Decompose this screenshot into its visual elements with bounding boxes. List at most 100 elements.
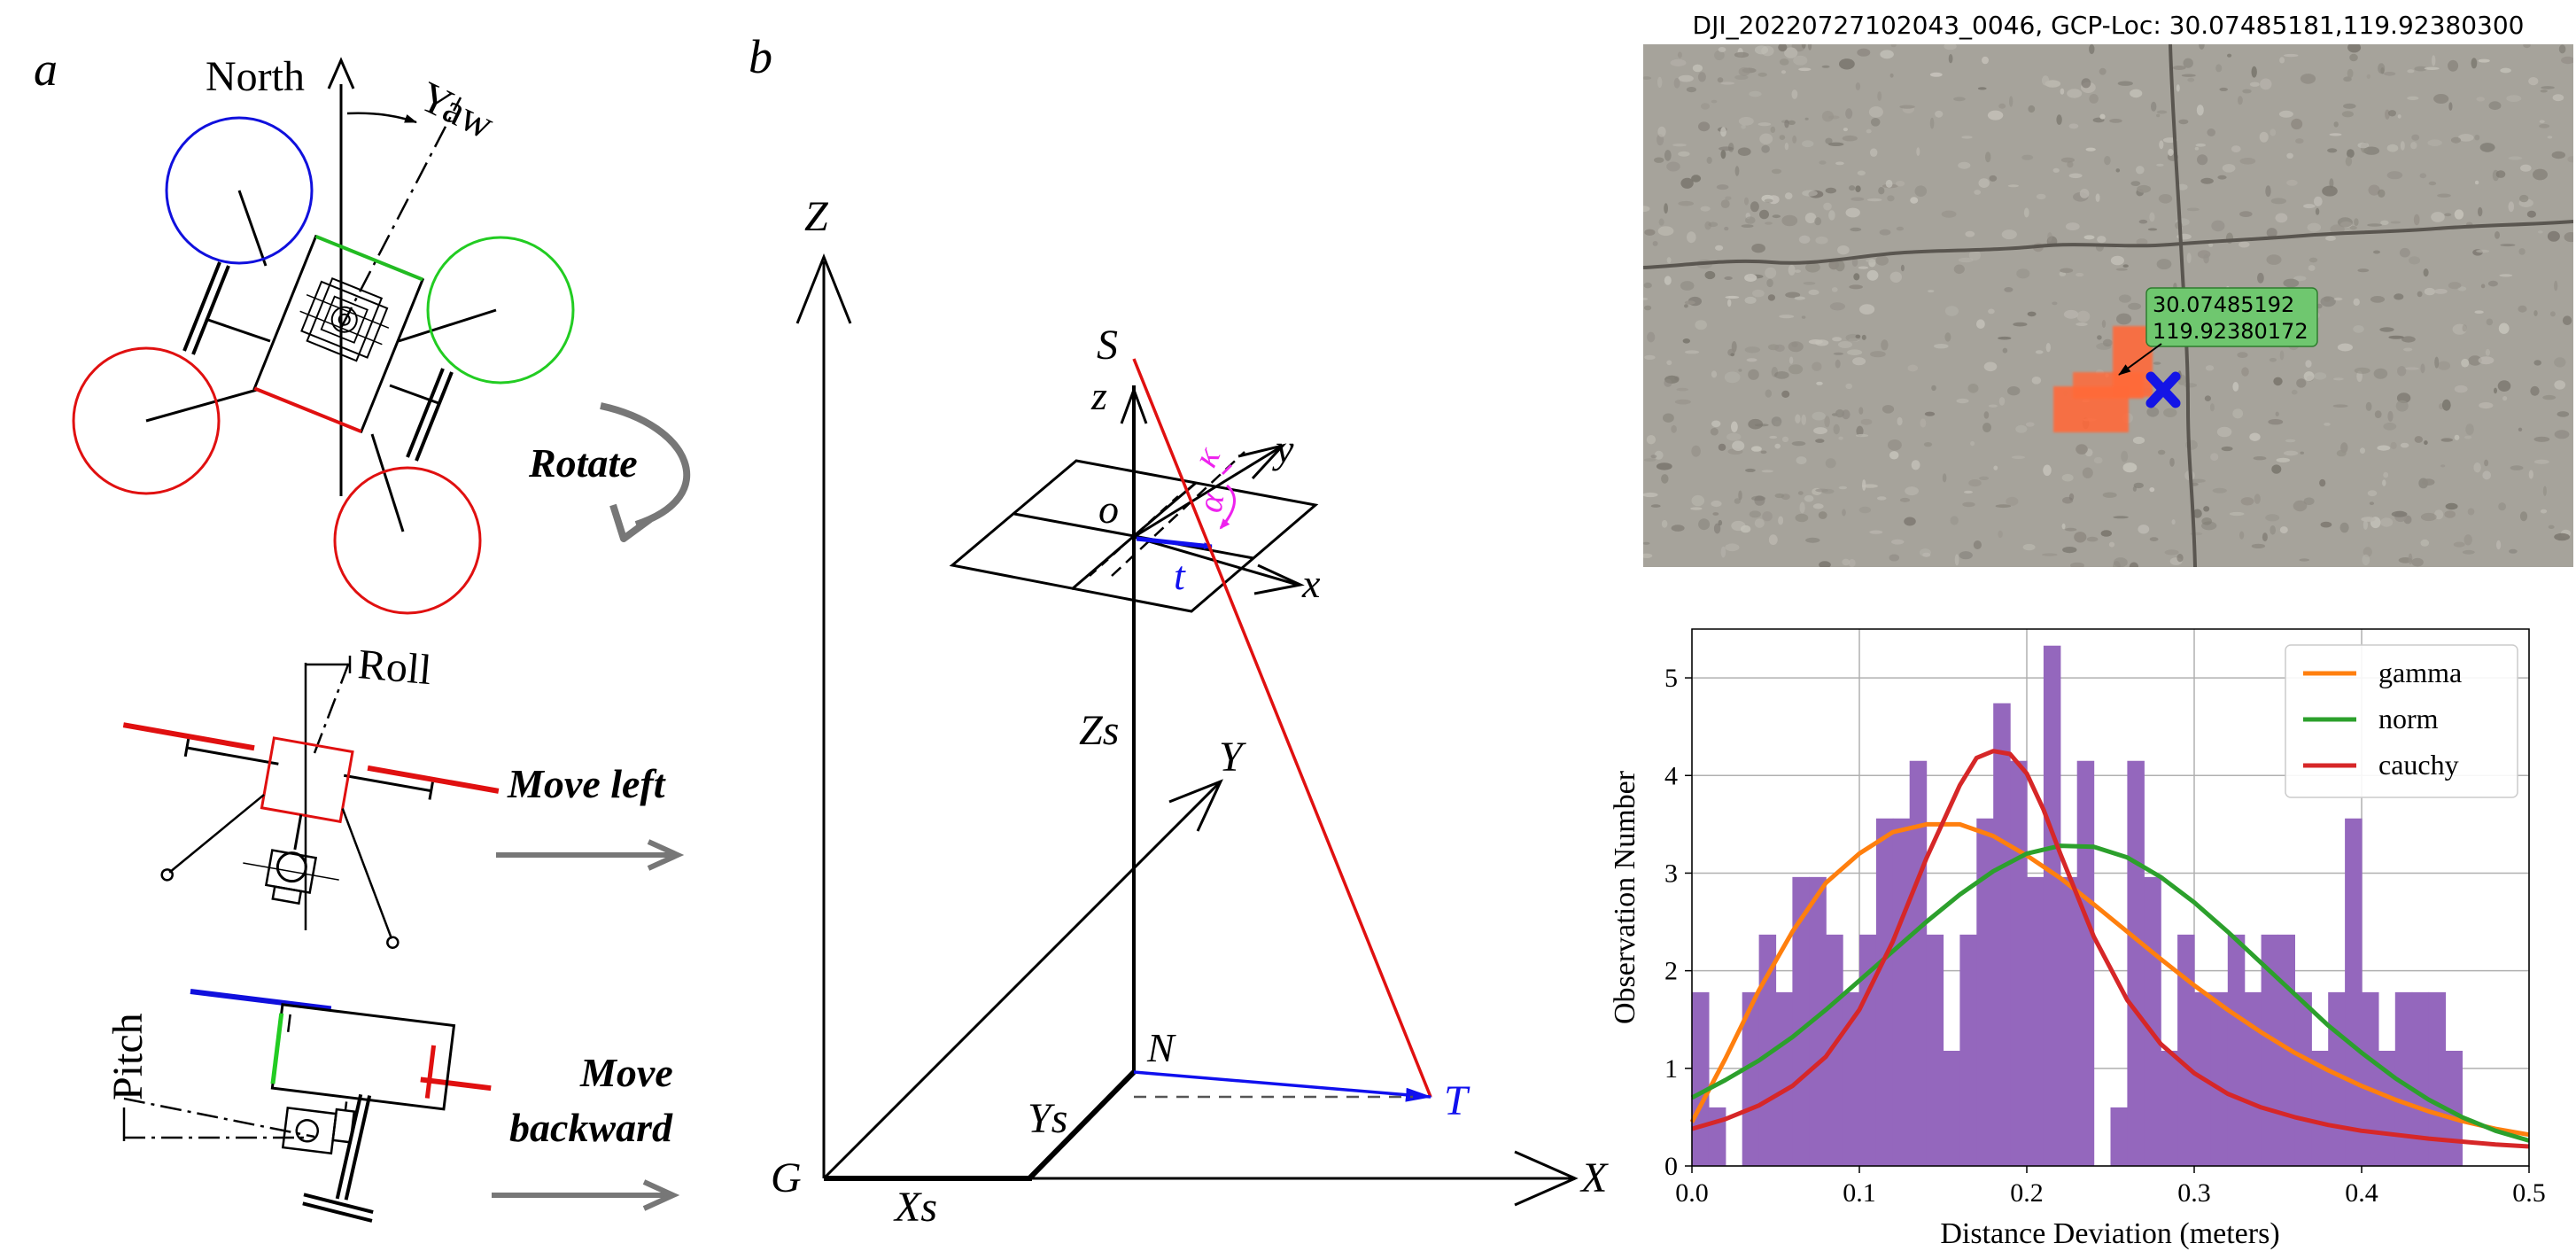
concrete-speckle xyxy=(2391,510,2408,517)
concrete-speckle xyxy=(2557,411,2570,417)
concrete-speckle xyxy=(1802,140,1814,148)
concrete-speckle xyxy=(2494,387,2497,394)
concrete-speckle xyxy=(2487,280,2498,287)
concrete-speckle xyxy=(2315,207,2320,215)
concrete-speckle xyxy=(1973,540,1982,549)
concrete-speckle xyxy=(2042,553,2058,556)
y-tick-label: 1 xyxy=(1664,1054,1678,1084)
concrete-speckle xyxy=(2395,400,2409,412)
concrete-speckle xyxy=(1855,82,1861,90)
concrete-speckle xyxy=(2291,389,2298,395)
concrete-speckle xyxy=(2031,377,2042,385)
concrete-speckle xyxy=(2183,58,2193,68)
concrete-speckle xyxy=(2327,148,2338,153)
concrete-speckle xyxy=(1983,361,1998,372)
concrete-speckle xyxy=(1891,539,1905,545)
concrete-speckle xyxy=(1923,442,1933,447)
concrete-speckle xyxy=(2337,217,2353,228)
concrete-speckle xyxy=(2293,276,2307,282)
histogram-bar xyxy=(2161,1050,2178,1166)
concrete-speckle xyxy=(2482,470,2491,480)
concrete-speckle xyxy=(2268,419,2284,425)
concrete-speckle xyxy=(2278,110,2293,118)
concrete-speckle xyxy=(2440,438,2453,442)
concrete-speckle xyxy=(1700,206,1711,212)
concrete-speckle xyxy=(1765,389,1773,398)
concrete-speckle xyxy=(1684,350,1700,354)
concrete-speckle xyxy=(2275,213,2288,223)
concrete-speckle xyxy=(2539,123,2550,128)
concrete-speckle xyxy=(2108,541,2115,548)
concrete-speckle xyxy=(1824,416,1830,428)
concrete-speckle xyxy=(1889,451,1899,460)
histogram-bar xyxy=(1692,991,1710,1166)
histogram-bar xyxy=(2428,991,2447,1166)
concrete-speckle xyxy=(1976,319,1985,330)
concrete-speckle xyxy=(2251,66,2257,78)
world-y-axis xyxy=(822,782,1220,1180)
concrete-speckle xyxy=(1725,543,1740,552)
concrete-speckle xyxy=(1815,439,1825,443)
concrete-speckle xyxy=(1962,501,1975,508)
concrete-speckle xyxy=(1774,443,1781,449)
concrete-speckle xyxy=(1993,465,1998,470)
concrete-speckle xyxy=(2239,158,2256,165)
concrete-speckle xyxy=(1643,458,1657,462)
concrete-speckle xyxy=(2303,371,2315,382)
concrete-speckle xyxy=(2433,94,2449,104)
concrete-speckle xyxy=(1788,356,1794,364)
concrete-speckle xyxy=(1855,185,1861,192)
concrete-speckle xyxy=(2523,44,2531,49)
concrete-speckle xyxy=(1765,267,1777,279)
concrete-speckle xyxy=(2007,184,2019,188)
concrete-speckle xyxy=(1897,416,1903,426)
concrete-speckle xyxy=(2079,189,2090,198)
concrete-speckle xyxy=(1731,421,1738,432)
concrete-speckle xyxy=(2089,44,2095,55)
concrete-speckle xyxy=(1889,73,1894,78)
concrete-speckle xyxy=(2060,88,2065,95)
panel-b-label: b xyxy=(749,30,772,83)
concrete-speckle xyxy=(2488,101,2502,111)
concrete-speckle xyxy=(2211,220,2225,232)
histogram-bar xyxy=(2076,760,2095,1166)
histogram-bar xyxy=(2144,876,2161,1166)
concrete-speckle xyxy=(1701,103,1710,110)
concrete-speckle xyxy=(1812,503,1824,509)
concrete-speckle xyxy=(1808,339,1823,345)
concrete-speckle xyxy=(2183,383,2198,388)
rotate-arrow xyxy=(600,402,691,528)
concrete-speckle xyxy=(1678,200,1694,206)
concrete-speckle xyxy=(2300,451,2304,455)
concrete-speckle xyxy=(1744,197,1749,206)
concrete-speckle xyxy=(1878,187,1885,195)
concrete-speckle xyxy=(2373,368,2388,379)
drone-strut-r xyxy=(389,384,439,405)
histogram-bar xyxy=(2177,934,2195,1166)
histogram-bar xyxy=(2127,760,2145,1166)
concrete-speckle xyxy=(2201,517,2212,525)
concrete-speckle xyxy=(2474,310,2484,315)
concrete-speckle xyxy=(2286,152,2293,159)
concrete-speckle xyxy=(2036,193,2046,200)
legend-label-norm: norm xyxy=(2378,703,2439,734)
concrete-speckle xyxy=(1941,210,1957,218)
concrete-speckle xyxy=(1998,530,2003,539)
coordinate-label-line1: 30.07485192 xyxy=(2153,292,2294,317)
concrete-speckle xyxy=(1795,513,1809,523)
concrete-speckle xyxy=(2239,531,2245,540)
concrete-speckle xyxy=(1829,302,1845,311)
concrete-speckle xyxy=(2383,72,2396,76)
concrete-speckle xyxy=(1706,156,1712,164)
concrete-speckle xyxy=(2345,156,2353,167)
concrete-speckle xyxy=(1744,274,1757,282)
concrete-speckle xyxy=(2528,77,2539,86)
concrete-speckle xyxy=(2006,496,2019,506)
concrete-speckle xyxy=(2203,506,2210,512)
concrete-speckle xyxy=(2561,56,2573,65)
concrete-speckle xyxy=(2533,168,2548,181)
concrete-speckle xyxy=(2121,450,2129,462)
concrete-speckle xyxy=(2404,367,2419,370)
concrete-speckle xyxy=(1887,439,1902,451)
concrete-speckle xyxy=(1678,74,1694,82)
